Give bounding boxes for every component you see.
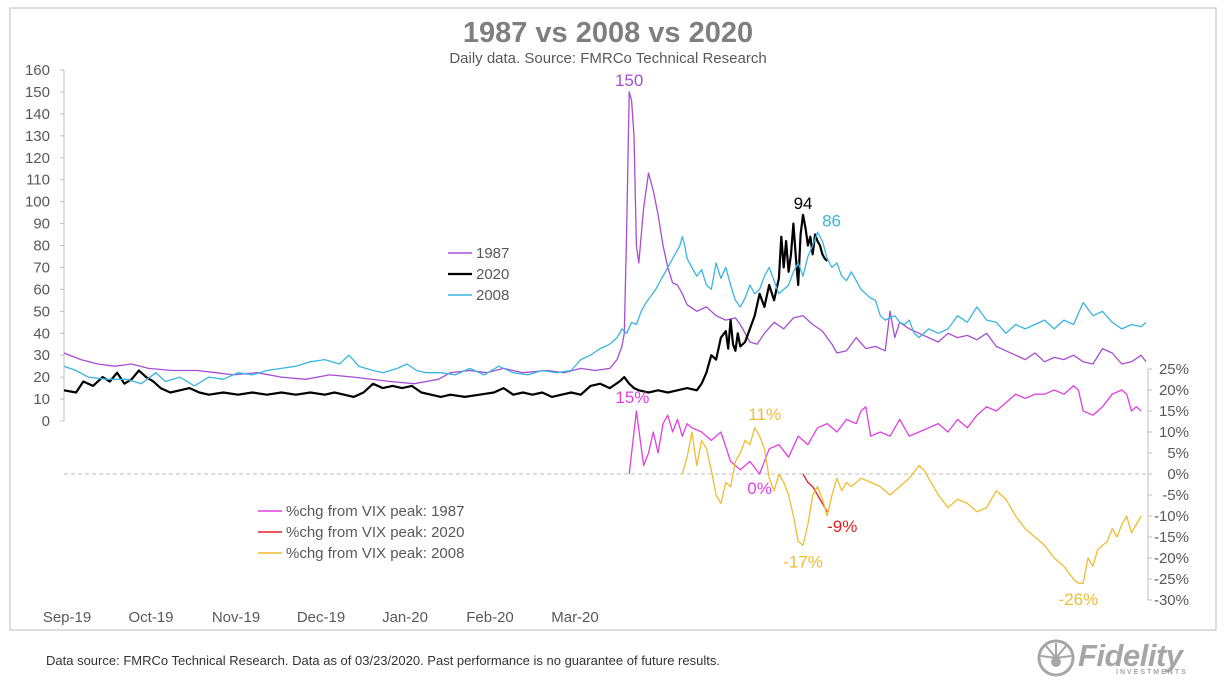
- right-tick-label: 15%: [1159, 403, 1189, 420]
- x-tick-label: Dec-19: [297, 609, 345, 626]
- logo-wordmark: Fidelity: [1078, 638, 1183, 673]
- right-y-axis: 25% 20% 15% 10% 5% 0% -5% -10% -15% -20% -25% -30%: [1147, 361, 1189, 609]
- fidelity-logo-icon: [1037, 639, 1075, 677]
- series-line-1987: [63, 91, 1147, 385]
- legend-label-2008: 2008: [476, 287, 509, 304]
- chart-frame: [9, 7, 1217, 631]
- left-tick-label: 0: [42, 413, 50, 430]
- annotation-15pct: 15%: [615, 388, 649, 407]
- x-tick-label: Mar-20: [551, 609, 599, 626]
- right-tick-label: 10%: [1159, 424, 1189, 441]
- x-axis: Sep-19 Oct-19 Nov-19 Dec-19 Jan-20 Feb-20 Mar-…: [43, 609, 599, 626]
- left-tick-label: 50: [33, 303, 50, 320]
- left-tick-label: 30: [33, 347, 50, 364]
- right-tick-label: -20%: [1154, 550, 1189, 567]
- annotation-94: 94: [794, 194, 813, 213]
- annotation-26pct: -26%: [1059, 590, 1099, 609]
- legend-label-pctchg-from-vix-peak-2008: %chg from VIX peak: 2008: [286, 545, 464, 562]
- legend-vix: 1987 2020 2008: [448, 245, 509, 304]
- annotation-150: 150: [615, 71, 643, 90]
- left-tick-label: 60: [33, 281, 50, 298]
- x-tick-label: Nov-19: [212, 609, 260, 626]
- x-tick-label: Jan-20: [382, 609, 428, 626]
- annotation-0pct: 0%: [747, 479, 772, 498]
- series-layer: [63, 91, 1147, 584]
- chart-subtitle: Daily data. Source: FMRCo Technical Rese…: [449, 50, 766, 67]
- annotation-86: 86: [822, 211, 841, 230]
- right-tick-label: -25%: [1154, 571, 1189, 588]
- left-tick-label: 110: [26, 172, 50, 189]
- right-tick-label: 5%: [1167, 445, 1189, 462]
- annotation-17pct: -17%: [783, 552, 823, 571]
- left-tick-label: 70: [33, 259, 50, 276]
- left-tick-label: 130: [25, 128, 50, 145]
- annotation-layer: 150 94 86 15% 11% 0% -9%-17% -26%: [615, 71, 1098, 609]
- x-tick-label: Sep-19: [43, 609, 91, 626]
- left-tick-label: 150: [25, 84, 50, 101]
- logo-subtext: INVESTMENTS: [1116, 669, 1188, 676]
- legend-label-1987: 1987: [476, 245, 509, 262]
- left-tick-label: 40: [33, 325, 50, 342]
- left-y-axis: 0 10 20 30 40 50 60 70 80 90 100 110 120 130 140 150 160: [25, 62, 65, 430]
- chart-title: 1987 vs 2008 vs 2020: [463, 17, 753, 49]
- series-line-pctchg-from-vix-peak-2008: [681, 427, 1142, 584]
- series-line-2008: [63, 231, 1147, 387]
- right-tick-label: -15%: [1154, 529, 1189, 546]
- legend-pct-change: %chg from VIX peak: 1987 %chg from VIX pe…: [258, 503, 464, 562]
- left-tick-label: 140: [25, 106, 50, 123]
- x-tick-label: Feb-20: [466, 609, 514, 626]
- left-tick-label: 100: [25, 194, 50, 211]
- x-tick-label: Oct-19: [128, 609, 173, 626]
- left-tick-label: 20: [33, 369, 50, 386]
- left-tick-label: 10: [33, 391, 50, 408]
- right-tick-label: 0%: [1167, 466, 1189, 483]
- legend-label-pctchg-from-vix-peak-1987: %chg from VIX peak: 1987: [286, 503, 464, 520]
- right-tick-label: 25%: [1159, 361, 1189, 378]
- left-tick-label: 90: [33, 216, 50, 233]
- series-line-pctchg-from-vix-peak-1987: [628, 385, 1142, 475]
- series-line-pctchg-from-vix-peak-2020: [802, 473, 828, 513]
- right-tick-label: -10%: [1154, 508, 1189, 525]
- left-tick-label: 160: [25, 62, 50, 79]
- series-line-2020: [63, 213, 828, 398]
- left-tick-label: 80: [33, 238, 50, 255]
- fidelity-logo: Fidelity INVESTMENTS: [1036, 638, 1201, 678]
- annotation-11pct: 11%: [748, 405, 781, 424]
- right-tick-label: 20%: [1159, 382, 1189, 399]
- right-tick-label: -30%: [1154, 592, 1189, 609]
- legend-label-2020: 2020: [476, 266, 509, 283]
- annotation-9pct: -9%: [827, 517, 857, 536]
- footer-note: Data source: FMRCo Technical Research. D…: [46, 653, 720, 668]
- right-tick-label: -5%: [1162, 487, 1189, 504]
- legend-label-pctchg-from-vix-peak-2020: %chg from VIX peak: 2020: [286, 524, 464, 541]
- left-tick-label: 120: [25, 150, 50, 167]
